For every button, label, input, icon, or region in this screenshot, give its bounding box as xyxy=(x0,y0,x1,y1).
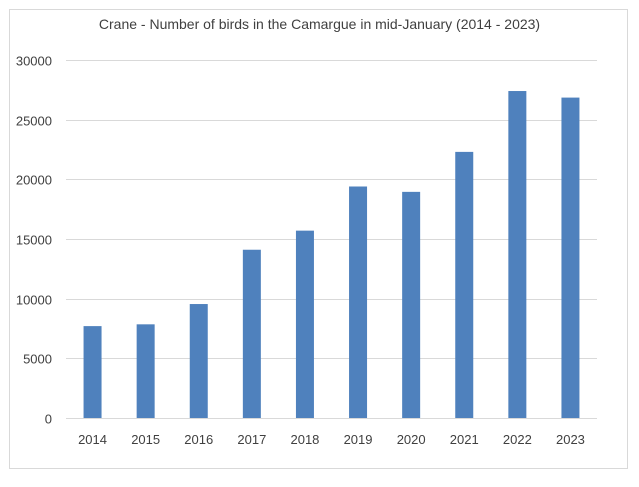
y-tick-label: 30000 xyxy=(16,54,52,69)
y-tick-label: 0 xyxy=(45,412,52,427)
y-tick-label: 25000 xyxy=(16,114,52,129)
x-axis-ticks: 2014 2015 2016 2017 2018 2019 2020 2021 2022 2023 xyxy=(78,432,585,447)
y-tick-label: 15000 xyxy=(16,233,52,248)
bar xyxy=(455,151,474,419)
x-tick-label: 2023 xyxy=(556,432,585,447)
bar xyxy=(349,186,368,418)
y-tick-label: 20000 xyxy=(16,173,52,188)
bar xyxy=(136,324,155,418)
x-tick-label: 2016 xyxy=(184,432,213,447)
bar xyxy=(189,304,208,418)
x-tick-label: 2022 xyxy=(503,432,532,447)
bar xyxy=(508,91,527,418)
y-tick-label: 5000 xyxy=(23,352,52,367)
x-tick-label: 2017 xyxy=(237,432,266,447)
y-tick-label: 10000 xyxy=(16,293,52,308)
chart-title: Crane - Number of birds in the Camargue … xyxy=(98,16,541,32)
bar xyxy=(295,230,314,418)
x-tick-label: 2015 xyxy=(131,432,160,447)
x-tick-label: 2018 xyxy=(290,432,319,447)
bar xyxy=(402,191,421,418)
x-tick-label: 2019 xyxy=(344,432,373,447)
bars xyxy=(83,91,580,419)
x-tick-label: 2021 xyxy=(450,432,479,447)
y-axis-ticks: 0 5000 10000 15000 20000 25000 30000 xyxy=(16,54,52,427)
x-tick-label: 2020 xyxy=(397,432,426,447)
bar xyxy=(242,249,261,418)
bar xyxy=(561,97,580,418)
bar xyxy=(83,326,102,418)
x-tick-label: 2014 xyxy=(78,432,107,447)
